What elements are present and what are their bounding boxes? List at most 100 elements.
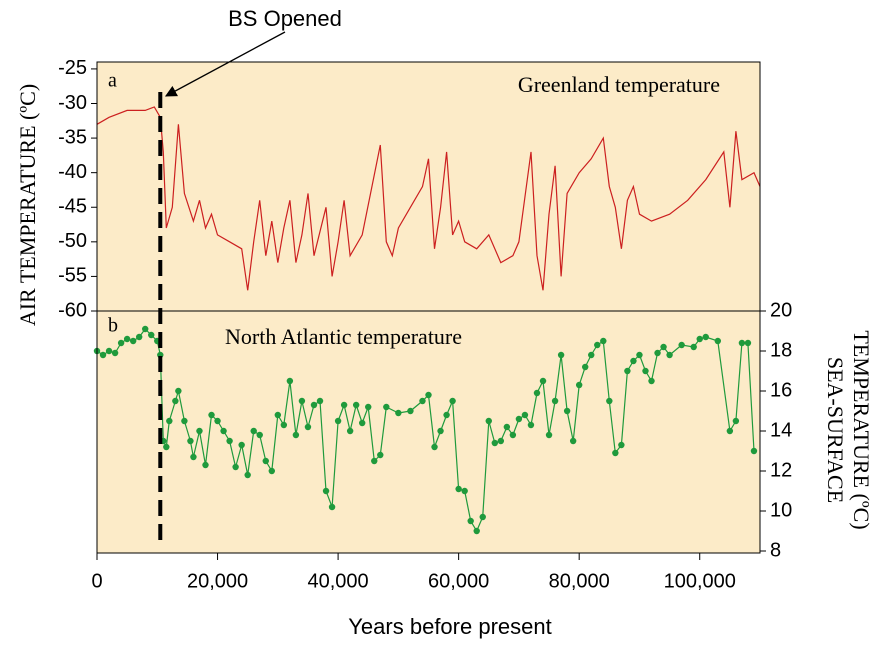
data-point <box>702 333 709 341</box>
y-tick-label: -45 <box>58 196 87 218</box>
data-point <box>431 443 438 451</box>
data-point <box>166 417 173 425</box>
data-point <box>666 351 673 359</box>
data-point <box>316 397 324 405</box>
data-point <box>509 431 517 439</box>
data-point <box>606 397 613 405</box>
data-point <box>726 427 734 435</box>
data-point <box>117 339 125 347</box>
data-point <box>485 417 492 425</box>
data-point <box>624 367 631 375</box>
data-point <box>407 407 414 415</box>
data-point <box>491 439 498 447</box>
data-point <box>135 333 143 341</box>
data-point <box>563 407 571 415</box>
x-axis-label: Years before present <box>348 614 551 639</box>
data-point <box>473 527 480 535</box>
data-point <box>636 351 643 359</box>
data-point <box>575 381 583 389</box>
data-point <box>292 431 300 439</box>
data-point <box>232 463 239 471</box>
annotation-arrow <box>164 31 286 97</box>
data-line <box>96 106 761 291</box>
data-point <box>714 337 722 345</box>
data-point <box>588 351 595 359</box>
data-point <box>750 447 758 455</box>
data-point <box>286 377 294 385</box>
data-point <box>449 397 456 405</box>
data-point <box>630 357 637 365</box>
data-point <box>365 403 372 411</box>
x-tick-label: 80,000 <box>549 570 610 592</box>
data-point <box>123 335 131 343</box>
data-point <box>545 431 553 439</box>
data-point <box>642 367 649 375</box>
annotation-text: BS Opened <box>228 6 342 31</box>
data-point <box>383 403 390 411</box>
data-point <box>208 411 215 419</box>
data-point <box>377 451 384 459</box>
y2-tick-label: 10 <box>770 499 792 521</box>
data-point <box>220 427 227 435</box>
data-line <box>96 328 755 533</box>
data-point <box>214 417 221 425</box>
panel-label: a <box>108 70 117 92</box>
x-tick-label: 20,000 <box>187 570 248 592</box>
data-point <box>521 411 529 419</box>
data-point <box>738 339 746 347</box>
data-point <box>244 471 251 479</box>
data-point <box>202 461 209 469</box>
data-point <box>371 457 378 465</box>
data-point <box>696 335 703 343</box>
panel-title: Greenland temperature <box>518 72 720 97</box>
plot-background <box>97 62 760 553</box>
data-point <box>181 417 188 425</box>
data-point <box>328 503 336 511</box>
x-tick-label: 60,000 <box>428 570 489 592</box>
data-point <box>196 427 203 435</box>
data-point <box>533 389 541 397</box>
data-point <box>268 467 275 475</box>
data-point <box>280 421 288 429</box>
data-point <box>527 421 535 429</box>
data-point <box>419 397 426 405</box>
data-point <box>238 441 245 449</box>
data-point <box>298 397 306 405</box>
y2-tick-label: 14 <box>770 419 792 441</box>
data-point <box>129 337 137 345</box>
data-point <box>142 325 149 333</box>
data-point <box>443 411 450 419</box>
y2-tick-label: 8 <box>770 539 781 561</box>
y2-tick-label: 20 <box>770 299 792 321</box>
data-point <box>654 349 661 357</box>
data-point <box>551 397 559 405</box>
data-point <box>539 377 547 385</box>
data-point <box>163 443 170 451</box>
y-tick-label: -30 <box>58 92 87 114</box>
x-tick-label: 100,000 <box>664 570 736 592</box>
data-point <box>334 417 342 425</box>
data-point <box>310 401 318 409</box>
data-point <box>678 341 685 349</box>
data-point <box>497 437 505 445</box>
y-tick-label: -35 <box>58 126 87 148</box>
y-tick-label: -40 <box>58 161 87 183</box>
data-point <box>515 415 523 423</box>
x-tick-label: 40,000 <box>308 570 369 592</box>
y2-axis-label: SEA-SURFACE <box>823 357 848 503</box>
data-point <box>461 487 468 495</box>
y2-axis-label: TEMPERATURE (ºC) <box>849 330 874 529</box>
data-point <box>346 427 354 435</box>
data-point <box>582 363 589 371</box>
data-point <box>340 401 348 409</box>
y2-tick-label: 18 <box>770 339 792 361</box>
data-point <box>322 487 330 495</box>
data-point <box>359 419 366 427</box>
data-point <box>148 331 155 339</box>
data-point <box>262 457 269 465</box>
panel-title: North Atlantic temperature <box>225 324 462 349</box>
data-point <box>187 437 194 445</box>
data-point <box>455 485 462 493</box>
y-axis-label: AIR TEMPERATURE (ºC) <box>15 84 40 326</box>
